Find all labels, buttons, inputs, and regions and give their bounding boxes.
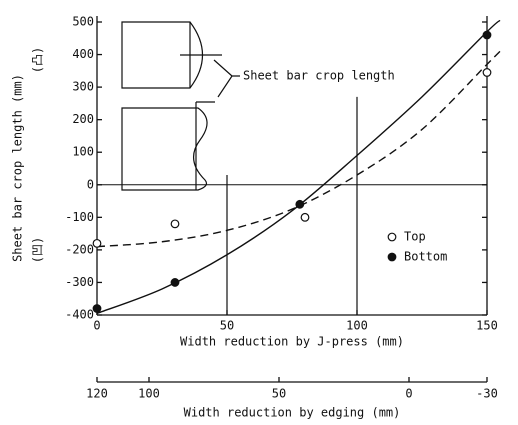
point <box>482 30 492 40</box>
inset-leader <box>213 59 240 98</box>
x-tick-label: 0 <box>93 319 100 333</box>
y-tick-label: 400 <box>72 47 94 61</box>
x2-tick-label: 100 <box>138 387 160 401</box>
fit-curve <box>96 50 501 248</box>
point <box>92 304 102 313</box>
x2-axis-label: Width reduction by edging (mm) <box>184 406 401 420</box>
x2-tick-label: 50 <box>272 387 286 401</box>
y-tick-label: 0 <box>87 177 94 191</box>
point <box>295 199 305 209</box>
legend-label: Top <box>404 230 426 244</box>
inset-diagram <box>121 21 240 191</box>
point <box>170 278 180 287</box>
y-tick-label: -300 <box>65 275 94 289</box>
x-tick-label: 150 <box>476 319 498 333</box>
y-tick-label: 200 <box>72 112 94 126</box>
y-tick-label: 500 <box>72 15 94 29</box>
point <box>92 238 102 248</box>
fit-curve <box>96 19 501 315</box>
inset-bottom-shape <box>121 107 208 191</box>
y-axis-label: Sheet bar crop length (mm) <box>11 74 25 262</box>
y-tick-label: 300 <box>72 80 94 94</box>
y-note-bottom: (凹) <box>31 237 45 263</box>
legend-marker <box>387 252 397 262</box>
x2-tick-label: -30 <box>476 387 498 401</box>
inset-label: Sheet bar crop length <box>243 69 395 83</box>
legend-marker <box>387 232 397 242</box>
x-tick-label: 100 <box>346 319 368 333</box>
y-tick-label: -400 <box>65 308 94 322</box>
point <box>300 212 310 222</box>
point <box>170 219 180 229</box>
x-axis-label: Width reduction by J-press (mm) <box>180 335 404 349</box>
y-note-top: (凸) <box>31 47 45 73</box>
x2-tick-label: 120 <box>86 387 108 401</box>
x2-tick-label: 0 <box>405 387 412 401</box>
legend-label: Bottom <box>404 250 447 264</box>
y-tick-label: -100 <box>65 210 94 224</box>
point <box>482 68 492 77</box>
y-tick-label: 100 <box>72 145 94 159</box>
x-tick-label: 50 <box>220 319 234 333</box>
y-tick-label: -200 <box>65 242 94 256</box>
